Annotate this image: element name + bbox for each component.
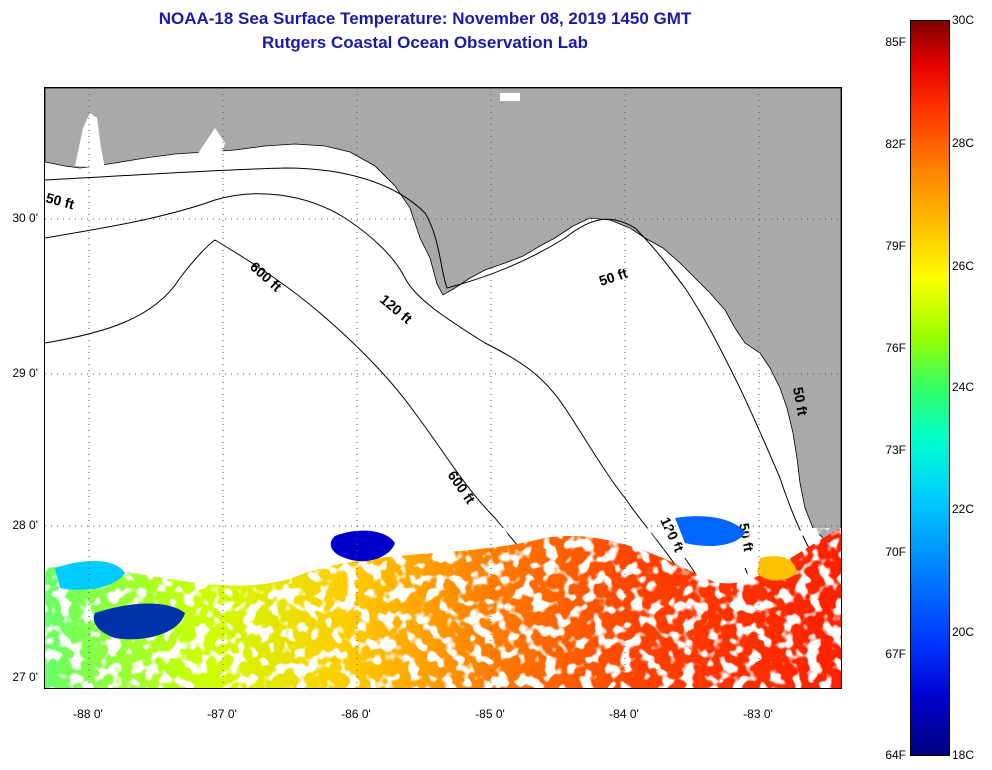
lon-label-88: -88 0' (73, 707, 103, 721)
bay (195, 128, 225, 160)
lon-label-86: -86 0' (341, 707, 371, 721)
colorbar-f-label: 76F (885, 341, 906, 355)
colorbar-f-label: 70F (885, 545, 906, 559)
contour-label: 50 ft (45, 189, 76, 212)
contour-50ft (45, 167, 841, 609)
colorbar-c-label: 28C (952, 136, 975, 150)
colorbar-c-label: 22C (952, 502, 975, 516)
temperature-colorbar (910, 20, 950, 756)
lon-label-83: -83 0' (743, 707, 773, 721)
colorbar-c-label: 26C (952, 259, 975, 273)
lat-label-27: 27 0' (12, 670, 38, 684)
lat-label-28: 28 0' (12, 518, 38, 532)
colorbar-f-label: 64F (885, 748, 906, 762)
bay (500, 93, 520, 101)
contour-label: 120 ft (377, 291, 416, 327)
colorbar-f-label: 73F (885, 443, 906, 457)
lat-label-29: 29 0' (12, 366, 38, 380)
sst-data-band (45, 516, 841, 688)
colorbar-c-label: 30C (952, 13, 975, 27)
colorbar-c-label: 24C (952, 380, 975, 394)
lon-label-85: -85 0' (475, 707, 505, 721)
colorbar-c-label: 20C (952, 625, 975, 639)
land-mass (45, 88, 841, 547)
contour-120ft (45, 193, 696, 599)
lat-label-30: 30 0' (12, 211, 38, 225)
colorbar-f-label: 85F (885, 35, 906, 49)
colorbar-f-label: 82F (885, 137, 906, 151)
map-title: NOAA-18 Sea Surface Temperature: Novembe… (158, 9, 692, 28)
colorbar-f-label: 79F (885, 239, 906, 253)
bay (75, 113, 105, 168)
contour-label: 600 ft (247, 258, 285, 295)
contour-label: 600 ft (445, 468, 479, 507)
contour-label: 50 ft (790, 386, 811, 417)
colorbar-c-label: 18C (952, 748, 975, 762)
lon-label-84: -84 0' (609, 707, 639, 721)
sst-map: 50 ft 600 ft 120 ft 50 ft 600 ft 120 ft … (44, 87, 842, 689)
lon-label-87: -87 0' (207, 707, 237, 721)
colorbar-f-label: 67F (885, 647, 906, 661)
map-subtitle: Rutgers Coastal Ocean Observation Lab (262, 33, 588, 52)
